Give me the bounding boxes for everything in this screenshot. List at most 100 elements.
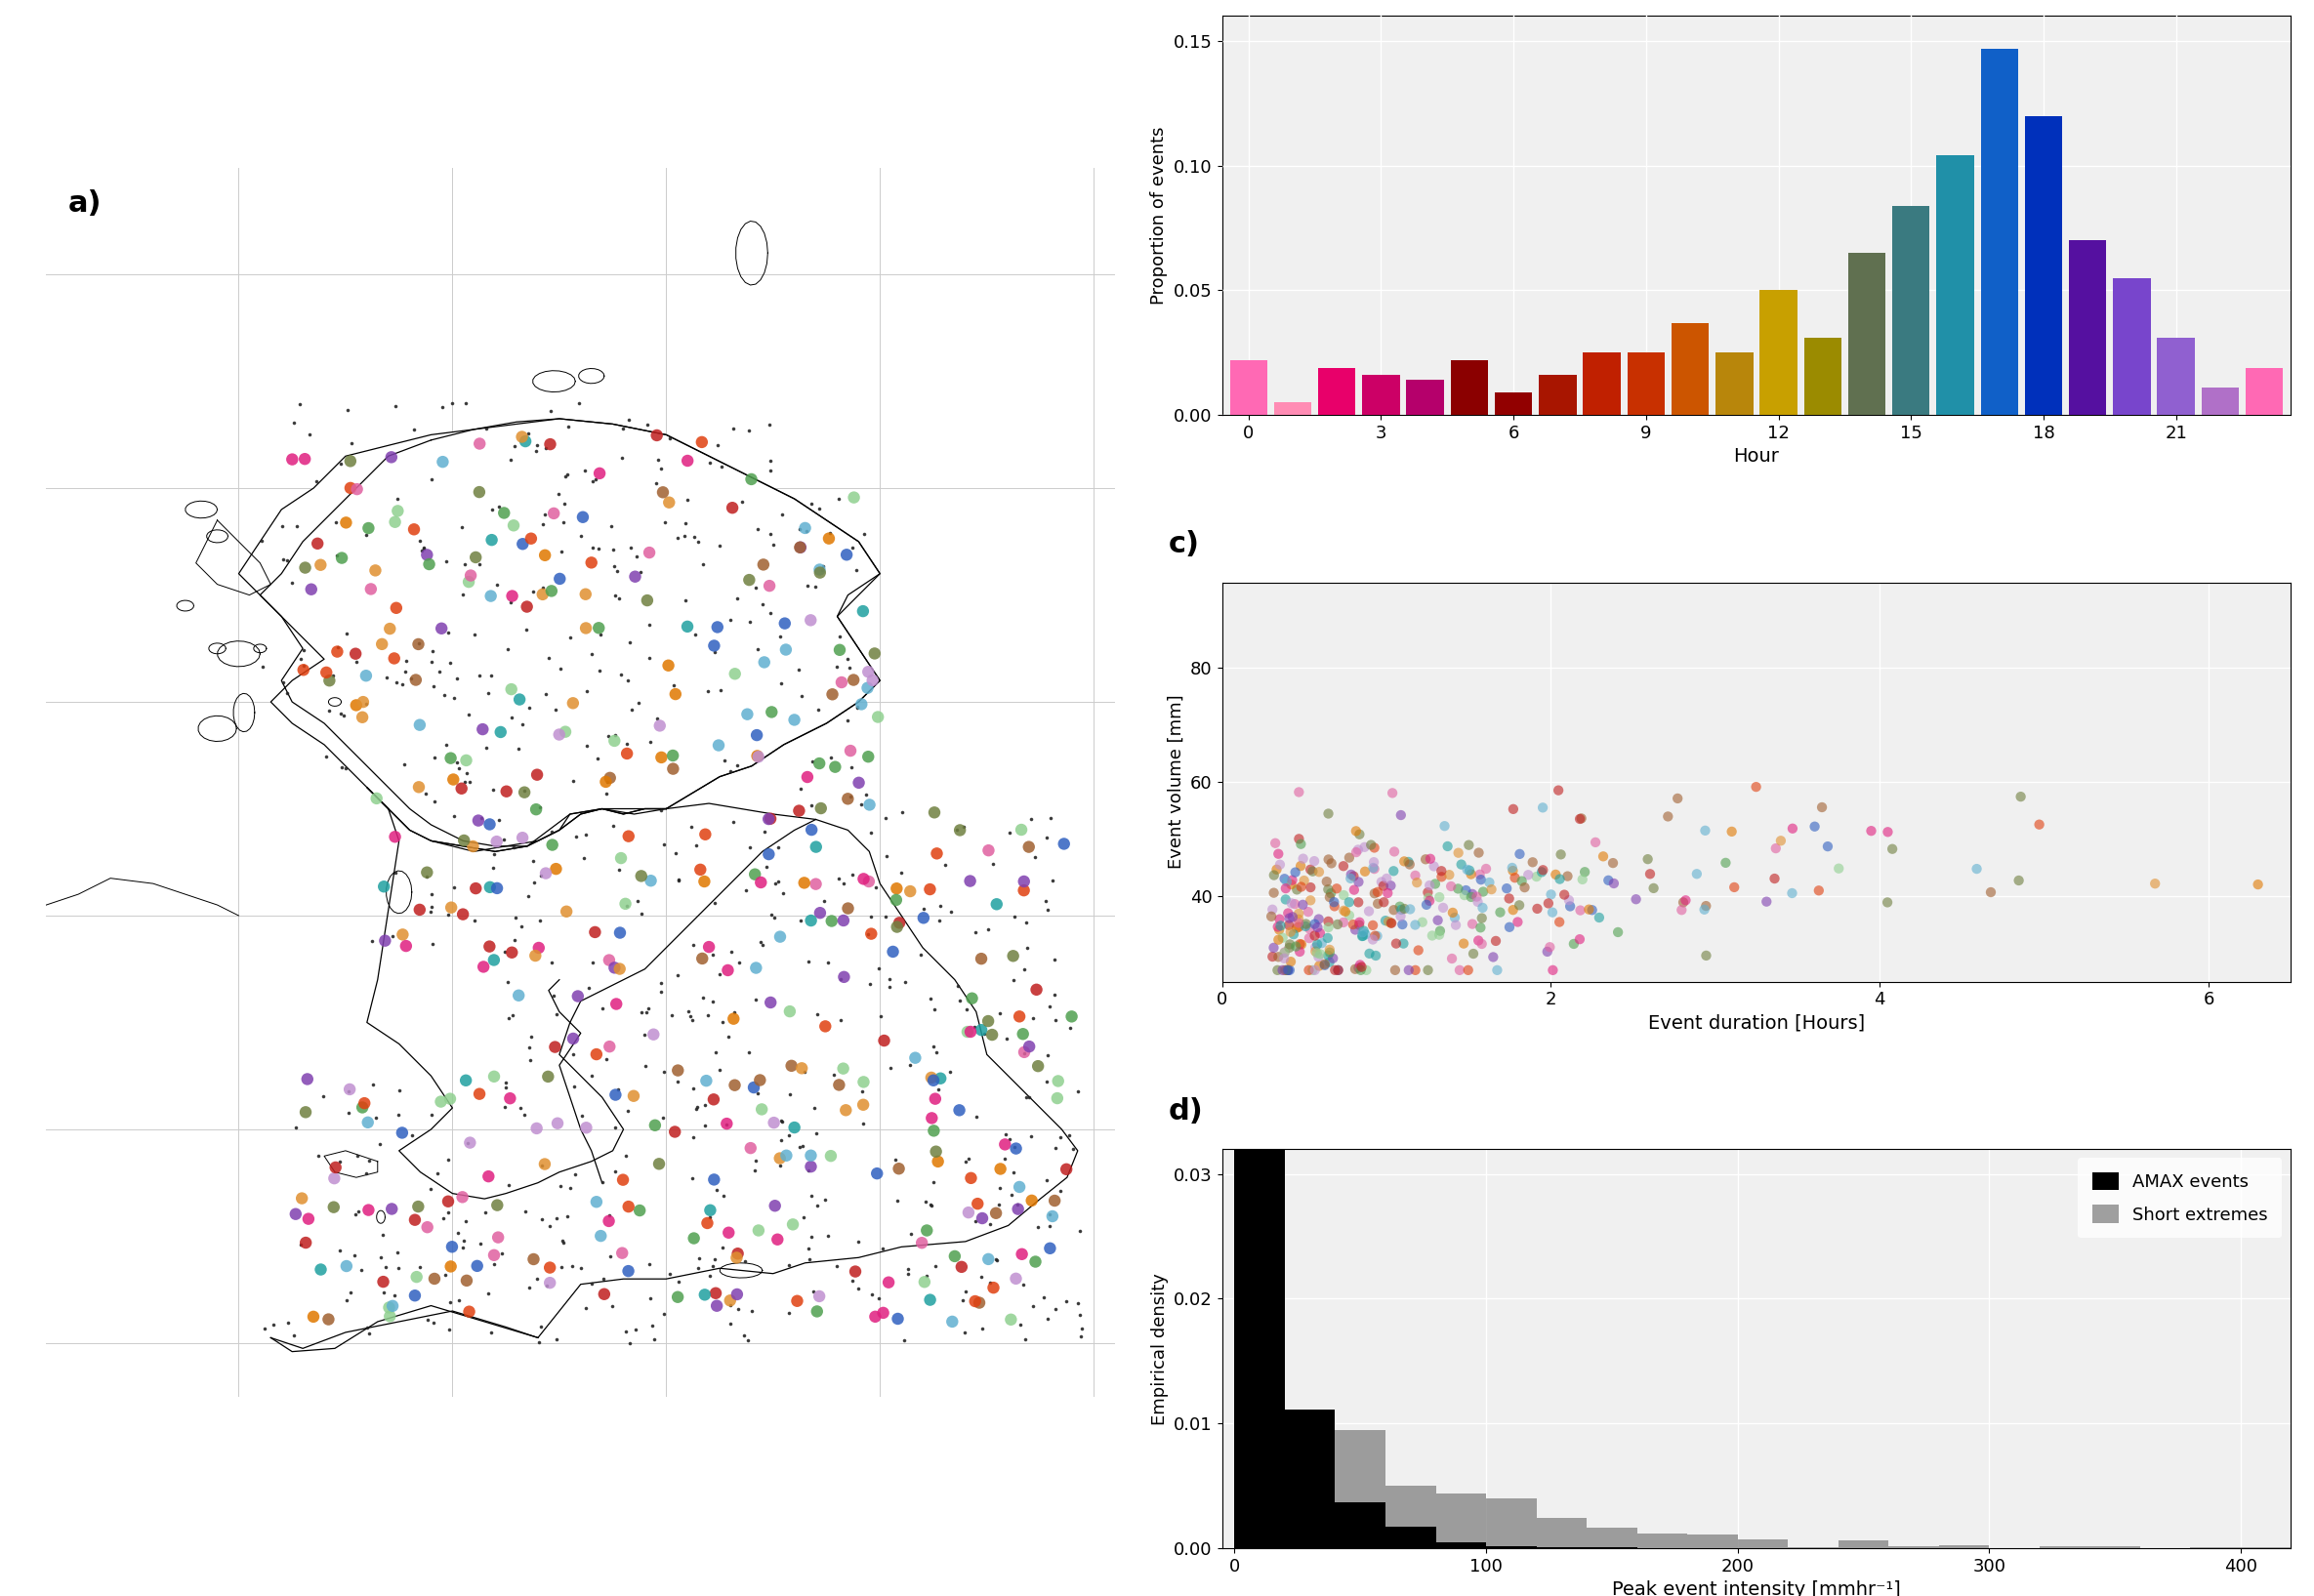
Point	[1280, 779, 1317, 804]
Point	[514, 849, 551, 875]
Point	[678, 1096, 715, 1122]
Point	[666, 587, 703, 613]
Point	[1368, 865, 1405, 891]
Point	[1381, 903, 1418, 929]
Point	[340, 1199, 377, 1224]
Point	[655, 757, 692, 782]
Point	[1016, 844, 1053, 870]
Point	[511, 1034, 548, 1060]
Point	[1453, 911, 1490, 937]
Point	[803, 557, 840, 583]
Point	[562, 1256, 599, 1282]
Point	[590, 723, 627, 749]
Point	[875, 938, 912, 964]
Point	[558, 824, 595, 849]
Point	[1347, 922, 1384, 948]
Point	[729, 1041, 766, 1066]
Point	[1016, 1293, 1053, 1318]
Point	[648, 509, 685, 535]
Point	[1377, 958, 1414, 983]
Point	[558, 1162, 595, 1187]
Point	[1016, 1005, 1053, 1031]
Point	[1738, 774, 1775, 800]
Point	[1254, 935, 1291, 961]
Point	[1574, 897, 1611, 922]
Point	[960, 1290, 997, 1315]
Point	[500, 736, 537, 761]
Point	[1310, 915, 1347, 940]
Point	[1296, 958, 1333, 983]
Point	[1617, 886, 1655, 911]
Point	[310, 1307, 347, 1333]
Point	[1687, 897, 1724, 922]
Point	[1041, 1178, 1078, 1203]
Point	[997, 1136, 1034, 1162]
Point	[567, 844, 604, 870]
Point	[609, 731, 646, 757]
Point	[1756, 865, 1793, 891]
Point	[1037, 1296, 1074, 1321]
Point	[546, 463, 583, 488]
Point	[273, 447, 310, 472]
Y-axis label: Empirical density: Empirical density	[1150, 1272, 1169, 1425]
Point	[338, 1202, 375, 1227]
Bar	[1486, 1499, 1536, 1548]
Point	[1712, 819, 1749, 844]
Point	[377, 595, 414, 621]
Point	[1259, 841, 1296, 867]
Point	[713, 495, 750, 520]
Point	[502, 915, 539, 940]
Point	[1747, 889, 1784, 915]
Point	[907, 1269, 944, 1294]
Point	[1030, 1306, 1067, 1331]
Point	[1525, 795, 1562, 820]
Bar	[1486, 1547, 1536, 1548]
Point	[1474, 945, 1511, 970]
Bar	[1539, 375, 1576, 415]
Point	[444, 581, 481, 606]
Point	[886, 1328, 923, 1353]
Point	[981, 1156, 1018, 1181]
Point	[1775, 816, 1812, 841]
Point	[840, 769, 877, 795]
Point	[1340, 913, 1377, 938]
Point	[349, 1197, 386, 1223]
Point	[1504, 868, 1541, 894]
Point	[1254, 879, 1291, 905]
Point	[736, 862, 773, 887]
Point	[1048, 1288, 1085, 1314]
Point	[669, 448, 706, 474]
Point	[597, 954, 634, 980]
Point	[676, 1226, 713, 1251]
Point	[1280, 827, 1317, 852]
Point	[1296, 849, 1333, 875]
Point	[812, 745, 849, 771]
Point	[595, 1293, 632, 1318]
Point	[708, 1112, 745, 1138]
Point	[447, 747, 484, 772]
Point	[835, 485, 872, 511]
Point	[676, 622, 713, 648]
Point	[916, 1117, 953, 1143]
Point	[412, 899, 449, 924]
Point	[815, 1063, 852, 1088]
Point	[1636, 876, 1673, 902]
Point	[1444, 852, 1481, 878]
Point	[833, 535, 870, 560]
Point	[537, 696, 574, 721]
Point	[1273, 919, 1310, 945]
Point	[488, 779, 525, 804]
Point	[946, 1149, 983, 1175]
Point	[752, 806, 789, 832]
Point	[537, 855, 574, 881]
Point	[569, 678, 606, 704]
Point	[599, 1077, 636, 1103]
Point	[1298, 915, 1335, 940]
Point	[1354, 913, 1391, 938]
Point	[1513, 849, 1550, 875]
Point	[1386, 930, 1423, 956]
Point	[329, 1253, 366, 1278]
Point	[764, 1109, 801, 1135]
Point	[532, 819, 569, 844]
Point	[655, 742, 692, 768]
